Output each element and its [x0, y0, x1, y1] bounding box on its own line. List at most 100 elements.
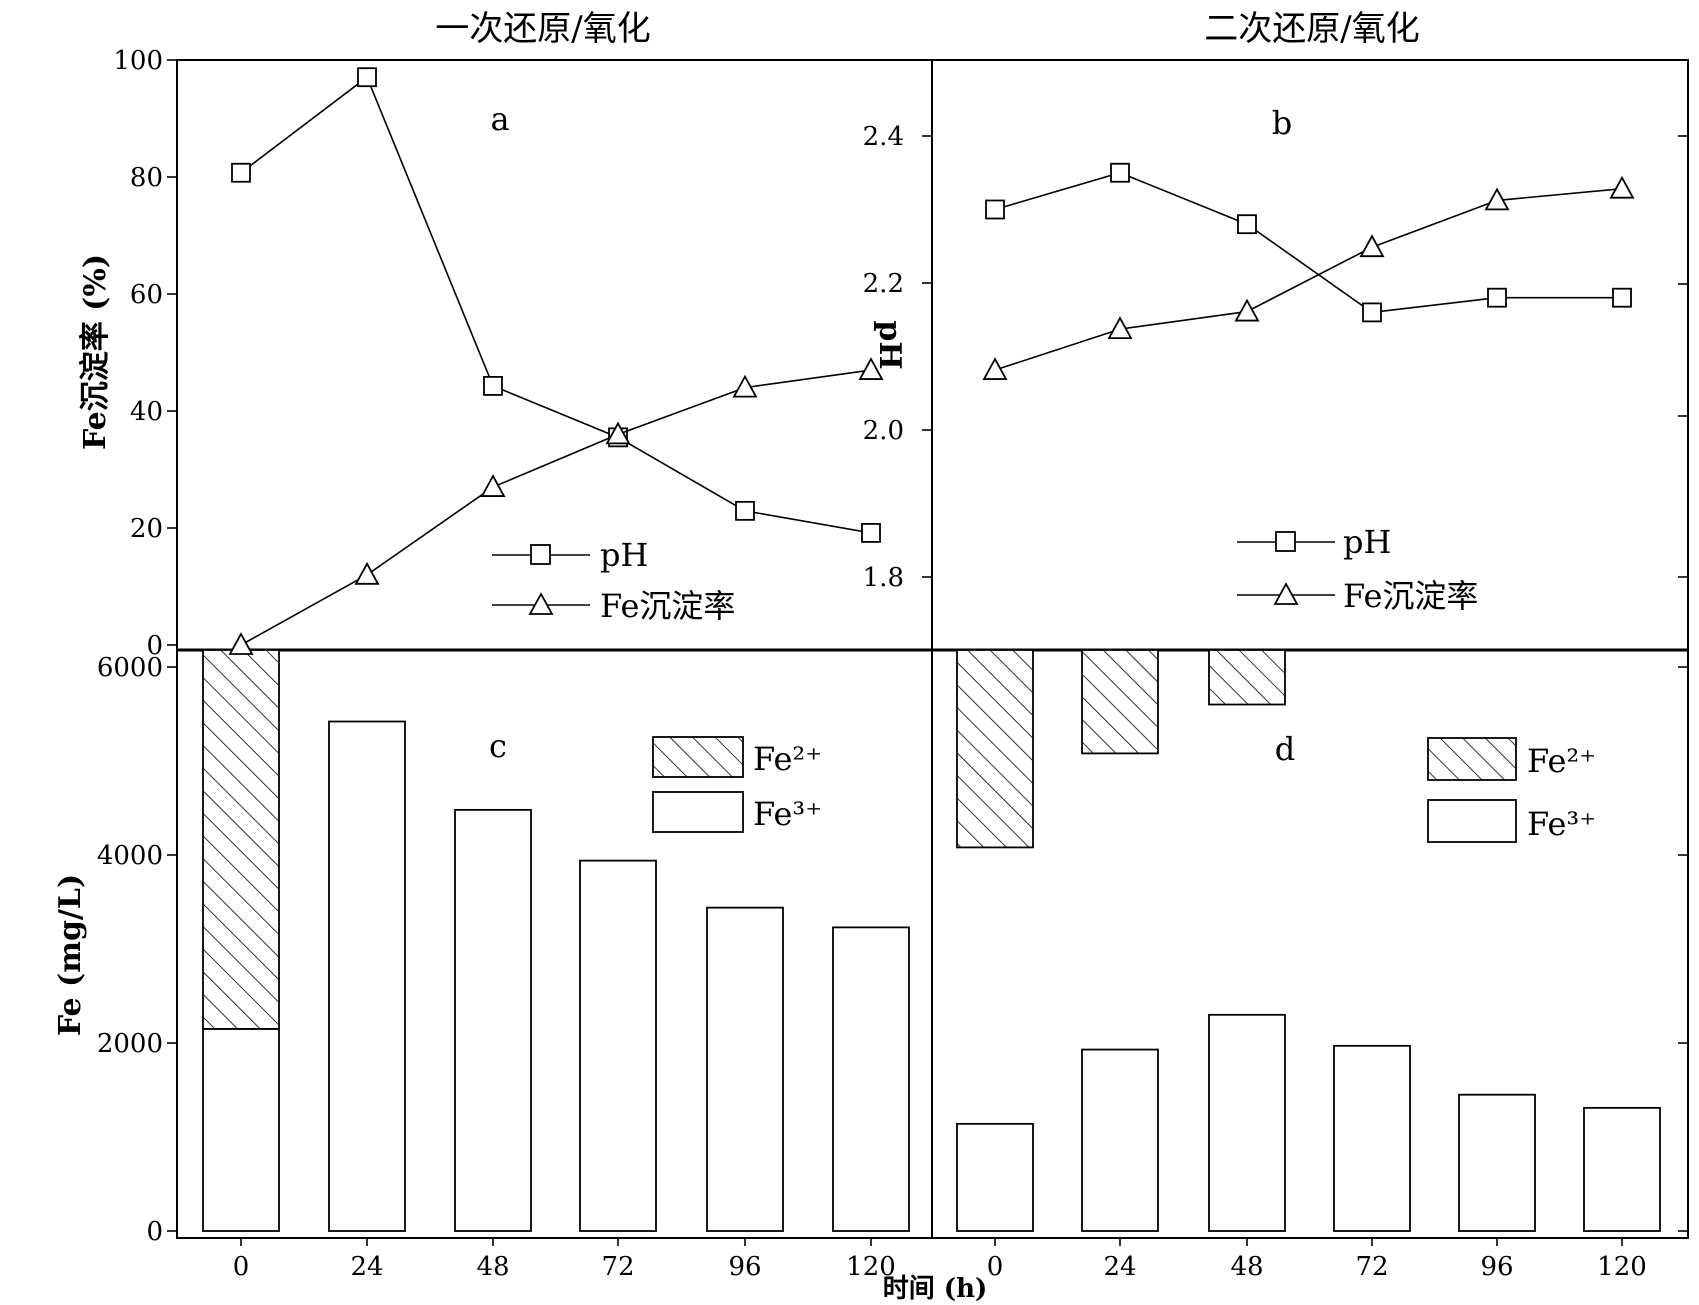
x-tick-label: 72 [1355, 1252, 1388, 1282]
legend-fe3-label: Fe³⁺ [1527, 805, 1596, 843]
bar-fe3 [1583, 1106, 1661, 1232]
ph-tick-label: 2.4 [863, 122, 904, 152]
legend-fe-label: Fe沉淀率 [600, 587, 735, 625]
y-tick-label: 60 [130, 280, 163, 310]
bar-fe3 [1333, 1044, 1411, 1232]
legend-fe3-label: Fe³⁺ [753, 795, 822, 833]
y-tick-label: 0 [146, 1217, 163, 1247]
y-tick-label: 40 [130, 397, 163, 427]
ph-point [735, 500, 755, 521]
top-left-axis-title: Fe沉淀率 (%) [78, 254, 113, 450]
ph-line [240, 75, 872, 534]
fe-precip-point [858, 357, 884, 380]
fe-precip-point [1107, 316, 1133, 340]
y-tick-label: 100 [113, 46, 163, 76]
fe-precip-line [240, 369, 872, 646]
legend-fe3-swatch [1427, 799, 1517, 843]
legend-triangle-marker [1273, 582, 1299, 605]
legend-panel-c: Fe²⁺ Fe³⁺ [652, 736, 822, 833]
bar-fe3 [956, 1122, 1034, 1232]
y-tick-label: 4000 [97, 841, 163, 871]
legend-triangle-marker [528, 592, 554, 615]
legend-ph-label: pH [1343, 523, 1391, 561]
ph-point [483, 375, 503, 396]
ph-point [1110, 162, 1130, 183]
ph-point [861, 523, 881, 543]
y-tick-label: 2000 [97, 1029, 163, 1059]
legend-fe2-label: Fe²⁺ [1527, 742, 1596, 780]
top-right-axis-title: pH [872, 320, 907, 369]
x-tick-label: 48 [1230, 1252, 1263, 1282]
panel-label-d: d [1275, 730, 1295, 768]
y-tick-label: 6000 [97, 653, 163, 683]
ph-point [357, 67, 377, 88]
legend-fe-label: Fe沉淀率 [1343, 577, 1478, 615]
x-tick-label: 96 [1480, 1252, 1513, 1282]
line-series [228, 67, 1635, 655]
legend-panel-a: pH Fe沉淀率 [492, 536, 735, 625]
x-tick-label: 96 [728, 1252, 761, 1282]
legend-fe3-swatch [652, 791, 744, 833]
x-tick-label: 0 [987, 1252, 1004, 1282]
right-column-title: 二次还原/氧化 [1204, 9, 1419, 49]
x-axis-title: 时间 (h) [883, 1274, 988, 1304]
legend-panel-d: Fe²⁺ Fe³⁺ [1427, 737, 1596, 843]
x-tick-label: 24 [1103, 1252, 1136, 1282]
y-tick-label: 0 [146, 631, 163, 661]
legend-fe2-swatch [652, 736, 744, 778]
bar-fe2 [202, 649, 280, 1030]
bar-series [202, 649, 1661, 1232]
fe-precip-line [994, 187, 1623, 371]
legend-square-marker [1275, 531, 1296, 552]
x-tick-label: 24 [350, 1252, 383, 1282]
bar-fe3 [1458, 1093, 1536, 1232]
bar-fe2 [1208, 649, 1286, 706]
ph-point [1487, 287, 1507, 308]
fe-precip-point [1234, 298, 1260, 322]
ph-point [231, 162, 251, 183]
legend-fe2-label: Fe²⁺ [753, 740, 822, 778]
fe-precip-point [1609, 175, 1635, 199]
bar-fe3 [1081, 1048, 1159, 1232]
ph-tick-label: 2.2 [863, 269, 904, 299]
bar-fe2 [1081, 649, 1159, 755]
plot-frames [176, 59, 1689, 1239]
fe-precip-point [982, 357, 1008, 380]
fe-precip-point [228, 632, 254, 655]
ph-point [1362, 302, 1382, 323]
bar-fe3 [706, 906, 784, 1232]
legend-ph-label: pH [600, 536, 648, 574]
y-tick-label: 20 [130, 514, 163, 544]
bar-fe3 [202, 1028, 280, 1232]
bar-fe3 [328, 720, 406, 1232]
ph-tick-label: 2.0 [863, 416, 904, 446]
fe-precip-point [605, 421, 631, 445]
fe-precip-point [1484, 187, 1510, 211]
ph-point [985, 199, 1005, 220]
bar-fe3 [1208, 1013, 1286, 1232]
x-tick-label: 48 [476, 1252, 509, 1282]
x-tick-label: 0 [233, 1252, 250, 1282]
panel-label-b: b [1272, 104, 1292, 142]
ph-tick-label: 1.8 [863, 563, 904, 593]
fe-precip-point [354, 561, 380, 585]
x-tick-label: 120 [1597, 1252, 1647, 1282]
panel-label-c: c [489, 727, 507, 765]
legend-square-marker [530, 544, 551, 565]
fe-precip-point [480, 474, 506, 497]
panel-label-a: a [490, 100, 509, 138]
fe-precip-point [1359, 234, 1385, 258]
ph-line [994, 171, 1622, 314]
x-tick-label: 120 [846, 1252, 896, 1282]
x-tick-label: 72 [601, 1252, 634, 1282]
bar-fe3 [832, 926, 910, 1232]
bar-fe2 [956, 649, 1034, 849]
left-column-title: 一次还原/氧化 [435, 9, 650, 49]
bar-fe3 [454, 808, 532, 1232]
fe-precip-point [732, 374, 758, 398]
y-tick-label: 80 [130, 163, 163, 193]
legend-fe2-swatch [1427, 737, 1517, 781]
